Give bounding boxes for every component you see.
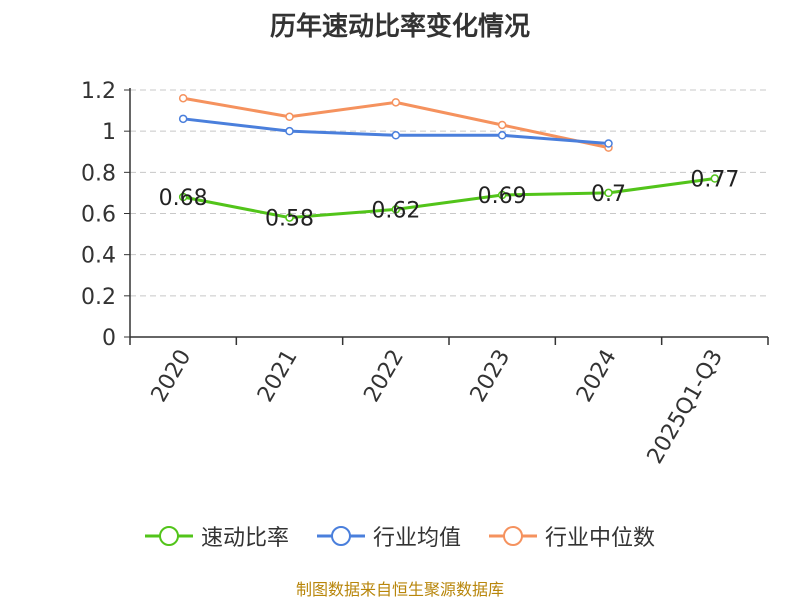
series-1-point-0 [178,114,188,124]
series-0-point-0 [178,192,188,202]
series-1-point-1 [285,126,294,136]
y-tick-label-5: 1 [102,120,116,145]
series-2-point-0 [178,93,188,103]
x-tick-label-2: 2022 [359,346,409,407]
series-2-point-2 [391,98,401,107]
legend-label-0: 速动比率 [200,526,289,551]
y-tick-label-2: 0.4 [81,244,116,269]
series-2-point-3 [497,120,507,130]
data-label-0-2: 0.62 [371,198,420,223]
series-1-point-2 [391,131,401,140]
data-labels: 0.68 0.58 0.62 0.69 0.7 0.77 [159,168,740,232]
legend-item-1[interactable]: 行业均值 [316,520,461,552]
series-1-point-3 [497,131,507,140]
legend-symbol-0 [144,526,193,546]
y-tick-label-4: 0.8 [81,161,116,186]
x-tick-label-4: 2024 [572,346,622,407]
legend-label-2: 行业中位数 [545,526,656,551]
legend-symbol-1 [316,526,365,546]
data-label-0-5: 0.77 [690,168,739,193]
series-0-point-3 [497,190,507,200]
series-2-point-1 [285,112,294,122]
x-tick-label-1: 2021 [253,346,303,407]
series-0-point-5 [710,174,720,183]
y-tick-label-0: 0 [102,326,116,351]
legend-symbol-2 [489,526,537,546]
grid-lines [130,89,768,297]
x-tick-label-5: 2025Q1-Q3 [643,346,728,469]
source-note: 制图数据来自恒生聚源数据库 [295,580,504,599]
series-lines [178,93,720,222]
y-tick-label-1: 0.2 [81,285,116,310]
x-tick-label-0: 2020 [147,346,197,407]
x-tick-label-3: 2023 [466,345,516,406]
legend-label-1: 行业均值 [372,526,461,551]
y-tick-label-3: 0.6 [81,203,116,228]
legend-item-0[interactable]: 速动比率 [144,520,289,552]
series-line-0 [182,177,716,220]
y-tick-label-6: 1.2 [81,79,116,104]
data-label-0-3: 0.69 [478,184,527,209]
series-0-point-1 [285,213,294,222]
legend-item-2[interactable]: 行业中位数 [489,520,655,552]
data-label-0-4: 0.7 [591,182,626,207]
series-1-point-4 [604,139,613,148]
data-label-0-1: 0.58 [265,207,314,232]
series-0-point-4 [604,188,613,198]
chart-title: 历年速动比率变化情况 [269,12,530,42]
data-label-0-0: 0.68 [159,186,208,211]
legend: 速动比率 行业均值 行业中位数 [0,520,800,552]
axes: 0 0.2 0.4 0.6 0.8 1 1.2 2020 2021 2022 2023 2024 202… [81,79,769,469]
series-0-point-2 [391,205,401,214]
